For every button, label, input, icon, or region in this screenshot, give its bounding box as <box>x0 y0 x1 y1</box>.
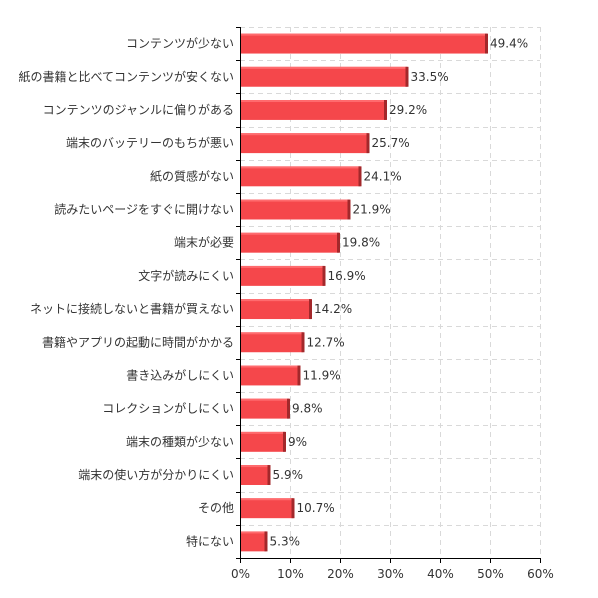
category-label: 端末が必要 <box>174 235 234 250</box>
data-label: 33.5% <box>411 70 449 84</box>
bar-highlight <box>241 365 300 368</box>
bar-highlight <box>241 100 386 103</box>
category-label: コンテンツが少ない <box>126 36 234 51</box>
bar-highlight <box>241 431 285 434</box>
category-label: コンテンツのジャンルに偏りがある <box>43 102 234 117</box>
x-tick-label: 20% <box>327 567 354 581</box>
bar-edge <box>291 498 295 519</box>
grid <box>240 27 541 558</box>
category-label: その他 <box>198 501 234 515</box>
bar <box>241 332 304 353</box>
bar-highlight <box>241 465 270 468</box>
category-label: 読みたいページをすぐに開けない <box>54 202 234 217</box>
bar <box>241 66 408 87</box>
bar-highlight <box>241 265 325 268</box>
data-label: 16.9% <box>328 269 366 283</box>
x-tick-label: 0% <box>231 567 250 581</box>
data-label: 5.9% <box>273 468 304 482</box>
bar <box>241 299 311 320</box>
bar <box>241 431 285 452</box>
bar <box>241 166 361 187</box>
bar-highlight <box>241 299 311 302</box>
bar-edge <box>322 265 326 286</box>
data-label: 12.7% <box>307 335 345 349</box>
bar <box>241 133 369 154</box>
bar-edge <box>366 133 370 154</box>
bar-highlight <box>241 133 369 136</box>
data-label: 25.7% <box>372 136 410 150</box>
category-label: 端末のバッテリーのもちが悪い <box>66 135 234 150</box>
category-label: コレクションがしにくい <box>102 401 234 416</box>
bar-highlight <box>241 166 361 169</box>
category-label: 紙の質感がない <box>150 168 234 183</box>
category-label: 書き込みがしにくい <box>126 367 234 382</box>
x-tick-label: 40% <box>427 567 454 581</box>
data-label: 21.9% <box>353 203 391 217</box>
bar-edge <box>283 431 286 452</box>
bar <box>241 531 267 552</box>
bar-highlight <box>241 33 487 36</box>
bar <box>241 265 325 286</box>
data-label: 29.2% <box>389 103 427 117</box>
bar-highlight <box>241 66 408 69</box>
bar-edge <box>287 398 290 419</box>
bar <box>241 398 289 419</box>
category-label: 端末の種類が少ない <box>126 434 234 449</box>
bar-edge <box>358 166 362 187</box>
category-label: ネットに接続しないと書籍が買えない <box>30 301 234 316</box>
bar-edge <box>347 199 351 220</box>
bar-highlight <box>241 199 350 202</box>
bar-edge <box>384 100 387 120</box>
data-label: 5.3% <box>270 534 301 548</box>
axes <box>236 27 541 563</box>
category-label: 特にない <box>186 533 234 548</box>
bar-highlight <box>241 332 304 335</box>
data-label: 14.2% <box>314 302 352 316</box>
bar-highlight <box>241 531 267 534</box>
bar <box>241 33 487 54</box>
bar-highlight <box>241 498 294 501</box>
bar-highlight <box>241 398 289 401</box>
bar <box>241 365 300 386</box>
x-tick-label: 30% <box>377 567 404 581</box>
bar-edge <box>297 365 301 386</box>
bar-edge <box>301 332 305 353</box>
bar <box>241 498 294 519</box>
bar-edge <box>264 531 268 552</box>
category-label: 文字が読みにくい <box>138 268 234 283</box>
data-label: 19.8% <box>342 236 380 250</box>
labels: 49.4% 33.5% 29.2% 25.7% 24.1% 21.9% 19.8% 16.9%… <box>18 36 553 581</box>
data-label: 49.4% <box>490 37 528 51</box>
bar <box>241 465 270 485</box>
data-label: 11.9% <box>303 368 341 382</box>
data-label: 24.1% <box>364 169 402 183</box>
data-label: 9.8% <box>292 402 323 416</box>
x-tick-label: 10% <box>277 567 304 581</box>
bar-edge <box>405 66 409 87</box>
x-tick-label: 50% <box>477 567 504 581</box>
bar-edge <box>309 299 312 320</box>
x-tick-label: 60% <box>527 567 554 581</box>
data-label: 10.7% <box>297 501 335 515</box>
bar <box>241 232 339 253</box>
data-label: 9% <box>288 435 307 449</box>
bar-edge <box>267 465 271 485</box>
bar <box>241 100 386 120</box>
category-label: 端末の使い方が分かりにくい <box>78 467 234 482</box>
bar-edge <box>337 232 340 253</box>
bar-highlight <box>241 232 339 235</box>
bar <box>241 199 350 220</box>
category-label: 書籍やアプリの起動に時間がかかる <box>42 334 234 349</box>
category-label: 紙の書籍と比べてコンテンツが安くない <box>18 69 234 84</box>
bar-edge <box>485 33 488 54</box>
bars <box>241 33 488 552</box>
